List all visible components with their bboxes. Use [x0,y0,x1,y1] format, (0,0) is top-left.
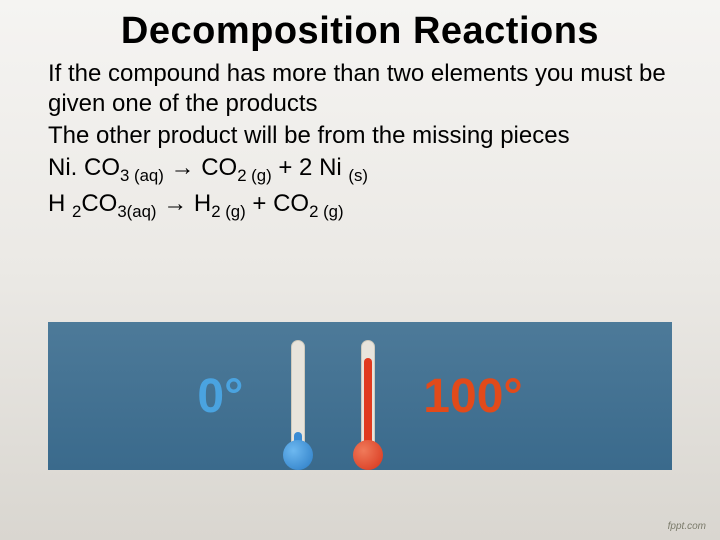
page-title: Decomposition Reactions [0,0,720,59]
hot-temp-label: 100° [423,369,522,424]
equation-1: Ni. CO3 (aq) → CO2 (g) + 2 Ni (s) [48,153,672,187]
thermometer-band: 0° 100° [48,322,672,470]
paragraph-2: The other product will be from the missi… [48,121,672,151]
hot-thermometer-icon [353,340,383,470]
body-text: If the compound has more than two elemen… [0,59,720,223]
equation-2: H 2CO3(aq) → H2 (g) + CO2 (g) [48,189,672,223]
paragraph-1: If the compound has more than two elemen… [48,59,672,119]
cold-thermometer-icon [283,340,313,470]
cold-temp-label: 0° [197,369,243,424]
footer-credit: fppt.com [668,521,706,532]
